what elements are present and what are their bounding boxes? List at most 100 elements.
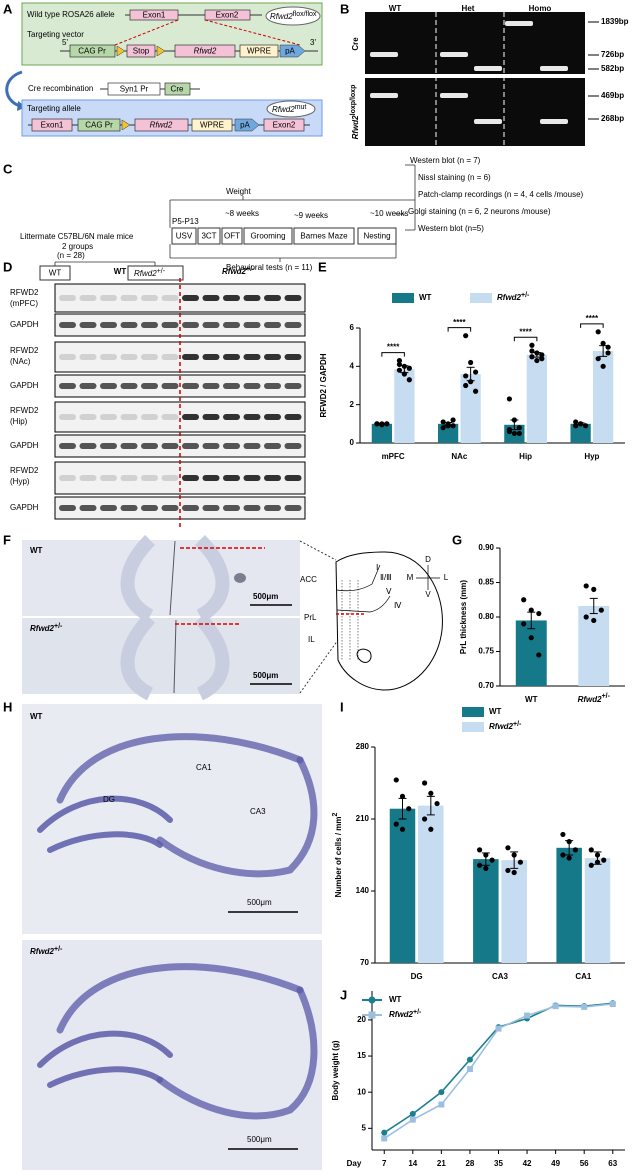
data-point xyxy=(506,396,513,402)
shape xyxy=(335,551,443,691)
data-point xyxy=(399,793,406,799)
blot-band xyxy=(182,505,199,511)
legend-swatch xyxy=(462,707,484,717)
x-axis-label: Day xyxy=(347,1159,362,1168)
data-point xyxy=(477,847,483,853)
blot-band xyxy=(141,383,158,389)
blot-band xyxy=(202,414,220,420)
shape xyxy=(22,540,300,616)
data-point xyxy=(583,583,589,589)
data-point xyxy=(506,426,513,433)
shape xyxy=(129,9,179,21)
gel-band xyxy=(440,52,468,57)
het-sup: +/- xyxy=(54,623,63,630)
f-layers: Ⅰ xyxy=(376,563,378,572)
blot-region: (mPFC) xyxy=(10,299,38,308)
f-axes: D xyxy=(425,555,431,564)
loxp-text: Rfwd2 xyxy=(351,115,360,140)
blot-band xyxy=(202,295,220,301)
blot-band xyxy=(59,443,76,449)
bar xyxy=(593,351,614,443)
a-exon2: Exon2 xyxy=(216,11,239,20)
blot-band xyxy=(120,354,138,360)
shape: 1839bp 726bp 582bp 469bp 268bp xyxy=(601,17,629,123)
blot-band xyxy=(182,443,199,449)
shape xyxy=(341,580,359,660)
data-point xyxy=(477,862,483,868)
data-point xyxy=(406,377,412,383)
bar xyxy=(389,808,416,963)
series-name-sup: +/- xyxy=(521,292,530,299)
shape xyxy=(191,118,233,132)
labels: G xyxy=(452,532,462,547)
x-tick-label: 56 xyxy=(580,1159,589,1168)
c-source: Littermate C57BL/6N male mice xyxy=(20,232,134,241)
blot-band xyxy=(264,475,281,481)
mut-text: Rfwd2 xyxy=(272,105,295,114)
blot-band xyxy=(59,322,76,328)
y-tick-label: 5 xyxy=(362,1123,367,1132)
blot-band xyxy=(59,354,76,360)
marker xyxy=(409,1110,416,1117)
blot-band xyxy=(223,354,240,360)
shape xyxy=(22,618,300,694)
blot-band xyxy=(141,295,158,301)
shape xyxy=(299,540,337,561)
a-vector: Targeting vector xyxy=(27,30,84,39)
shape xyxy=(265,6,321,26)
labels: E xyxy=(318,259,327,274)
f-regions: ACC xyxy=(300,575,317,584)
c-behavior: Behavioral tests (n = 11) xyxy=(226,263,313,272)
blot-label: RFWD2 xyxy=(10,406,39,415)
gel xyxy=(365,78,585,146)
y-label: RFWD2 / GAPDH xyxy=(319,353,328,417)
data-point xyxy=(529,348,535,354)
data-point xyxy=(601,857,607,863)
data-point xyxy=(396,361,403,368)
data-point xyxy=(463,373,469,379)
category: WT xyxy=(525,695,538,704)
flox-sup: flox/flox xyxy=(293,11,317,18)
gel-band xyxy=(440,93,468,98)
data-point xyxy=(489,857,495,863)
sig-bracket xyxy=(580,323,604,328)
category: CA3 xyxy=(492,972,509,981)
shape xyxy=(134,118,189,132)
y-tick-label: 15 xyxy=(357,1051,366,1060)
y-label: PrL thickness (mm) xyxy=(459,580,468,654)
c-times: ~9 weeks xyxy=(294,211,328,220)
test-box xyxy=(243,227,293,245)
data-point xyxy=(560,852,566,858)
sig-bracket xyxy=(513,336,538,342)
h-areas: CA3 xyxy=(250,807,266,816)
label: Rfwd2+/- xyxy=(134,268,166,278)
blot-label: RFWD2 xyxy=(10,466,39,475)
c-assays: Golgi staining (n = 6, 2 neurons /mouse) xyxy=(408,207,551,216)
blot-band xyxy=(202,443,220,449)
het-text: Rfwd2 xyxy=(30,947,55,956)
data-point xyxy=(483,865,489,871)
legend-label: Rfwd2+/- xyxy=(497,292,530,302)
data-point xyxy=(573,423,579,429)
shape xyxy=(169,540,176,616)
test-label: Grooming xyxy=(250,232,285,241)
data-point xyxy=(428,826,434,832)
marker xyxy=(438,1101,445,1108)
blot-band xyxy=(223,295,240,301)
category: DG xyxy=(411,972,423,981)
bar xyxy=(584,858,611,963)
y-axis-label: PrL thickness (mm) xyxy=(459,580,468,654)
x-tick-label: 28 xyxy=(465,1159,474,1168)
blot-band xyxy=(202,383,220,389)
marker xyxy=(381,1129,388,1136)
x-tick-label: 63 xyxy=(608,1159,617,1168)
shape xyxy=(5,70,23,108)
a-stop: Stop xyxy=(133,47,150,56)
blot-band xyxy=(161,443,179,449)
shape xyxy=(239,44,279,58)
blot-band xyxy=(100,475,117,481)
marker xyxy=(466,1066,473,1073)
blot-band xyxy=(79,475,97,481)
a-exon1: Exon1 xyxy=(41,121,64,130)
